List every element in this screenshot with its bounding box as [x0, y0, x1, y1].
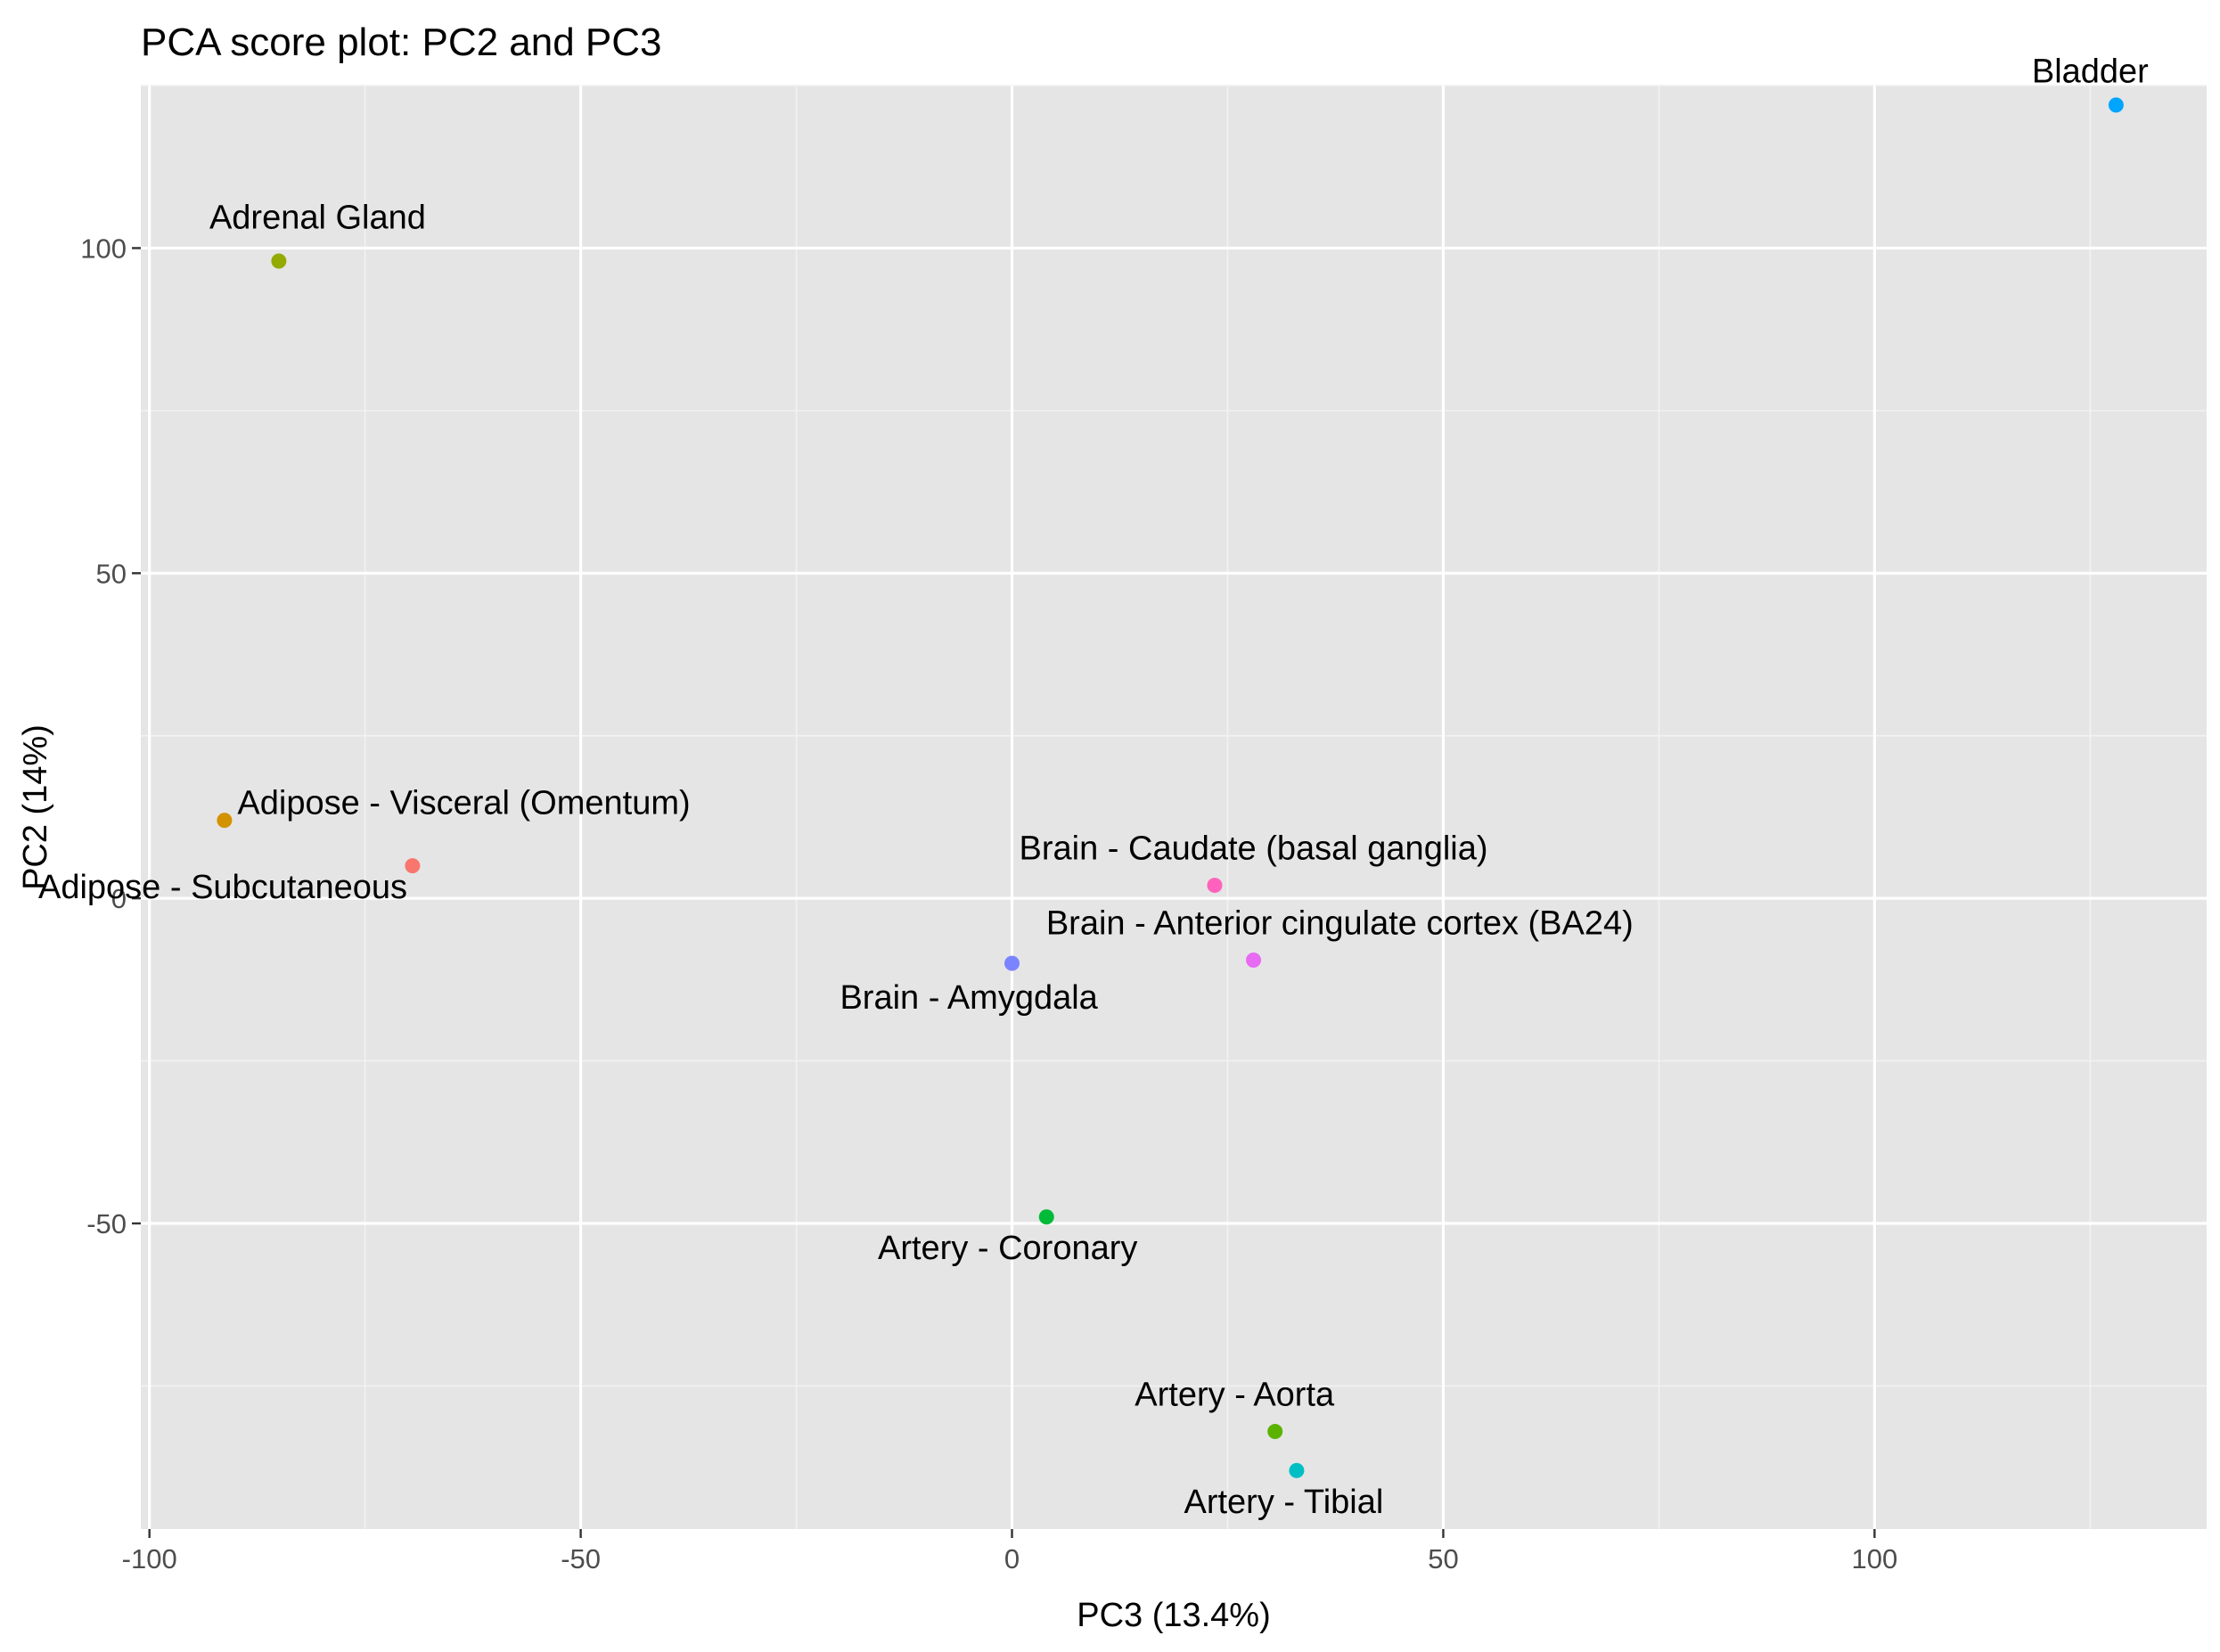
y-tick-label: 100 [80, 233, 127, 264]
x-axis-title: PC3 (13.4%) [1077, 1597, 1271, 1634]
data-label: Brain - Caudate (basal ganglia) [1020, 830, 1488, 867]
data-label: Artery - Coronary [878, 1230, 1137, 1267]
axis-ticks [132, 247, 1876, 1538]
data-point [1038, 1209, 1054, 1225]
data-point [271, 253, 287, 269]
data-label: Brain - Amygdala [840, 979, 1098, 1017]
data-point [1289, 1462, 1305, 1478]
data-label: Adrenal Gland [209, 200, 426, 237]
y-axis-title: PC2 (14%) [17, 724, 54, 890]
data-label: Adipose - Visceral (Omentum) [237, 784, 690, 822]
data-label: Brain - Anterior cingulate cortex (BA24) [1046, 904, 1634, 942]
data-point [1004, 955, 1020, 971]
plot-panel [141, 86, 2207, 1529]
point-labels: Adipose - Subcutaneous Adipose - Visceral… [38, 53, 2149, 1520]
data-point [405, 858, 421, 874]
y-tick-label: 0 [111, 883, 127, 914]
y-tick-label: 50 [96, 558, 127, 589]
data-label: Bladder [2032, 53, 2149, 90]
x-tick-label: 50 [1428, 1543, 1458, 1574]
chart-title: PCA score plot: PC2 and PC3 [141, 20, 662, 64]
data-point [1246, 952, 1262, 968]
minor-gridlines [141, 85, 2207, 1529]
tick-labels: -100 -50 0 50 100 -50 0 50 100 [80, 233, 1897, 1574]
data-point [217, 813, 233, 829]
x-tick-label: -100 [122, 1543, 177, 1574]
y-tick-label: -50 [86, 1208, 127, 1239]
x-tick-label: 100 [1852, 1543, 1898, 1574]
x-tick-label: -50 [561, 1543, 601, 1574]
data-label: Artery - Tibial [1184, 1484, 1383, 1521]
data-label: Adipose - Subcutaneous [38, 869, 407, 906]
data-point [1207, 878, 1223, 894]
data-point [2108, 97, 2124, 113]
data-label: Artery - Aorta [1135, 1376, 1335, 1413]
major-gridlines [141, 86, 2207, 1529]
data-points [217, 97, 2124, 1478]
x-tick-label: 0 [1004, 1543, 1020, 1574]
data-point [1267, 1424, 1283, 1440]
